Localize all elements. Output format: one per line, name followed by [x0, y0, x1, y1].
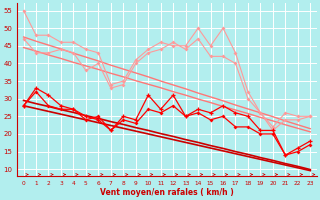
X-axis label: Vent moyen/en rafales ( km/h ): Vent moyen/en rafales ( km/h )	[100, 188, 234, 197]
